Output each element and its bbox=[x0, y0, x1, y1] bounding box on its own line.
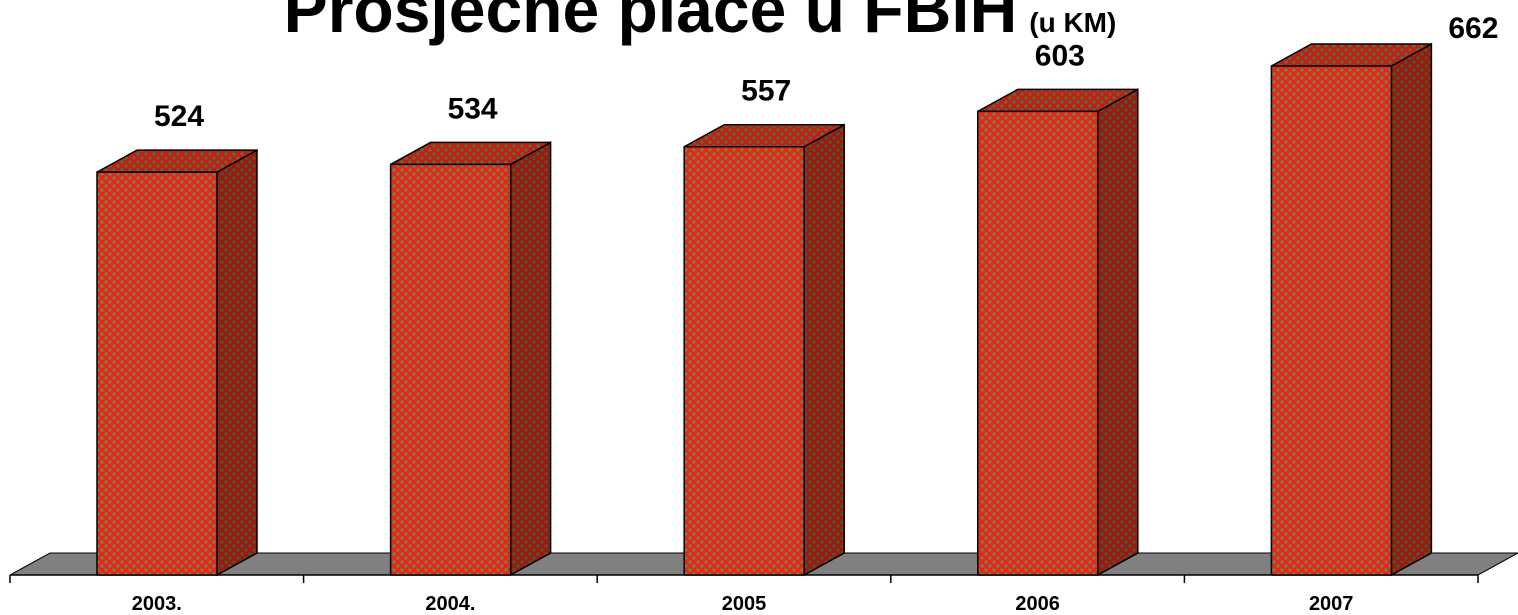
bar-side bbox=[1390, 42, 1433, 577]
value-label: 557 bbox=[741, 75, 791, 108]
bar-side bbox=[216, 148, 258, 577]
bar bbox=[1270, 65, 1393, 576]
bar-side bbox=[803, 123, 845, 577]
x-tick-label: 2005 bbox=[722, 593, 767, 615]
x-tick-label: 2004. bbox=[425, 593, 475, 615]
bar bbox=[96, 171, 218, 576]
value-label: 534 bbox=[448, 92, 498, 125]
bar bbox=[683, 145, 805, 576]
x-tick-label: 2003. bbox=[132, 593, 182, 615]
title-unit: (u KM) bbox=[1029, 7, 1116, 38]
bar bbox=[977, 110, 1099, 576]
value-label: 603 bbox=[1035, 39, 1085, 72]
bar-side bbox=[1097, 88, 1139, 577]
bar-side bbox=[509, 141, 552, 577]
bar bbox=[389, 163, 512, 576]
x-tick-label: 2006 bbox=[1015, 593, 1060, 615]
title-main: Prosječne plaće u FBiH bbox=[284, 0, 1018, 46]
value-label: 524 bbox=[154, 100, 204, 133]
chart-title: Prosječne plaće u FBiH (u KM) bbox=[284, 0, 1117, 46]
x-tick-label: 2007 bbox=[1309, 593, 1354, 615]
value-label: 662 bbox=[1448, 12, 1498, 45]
